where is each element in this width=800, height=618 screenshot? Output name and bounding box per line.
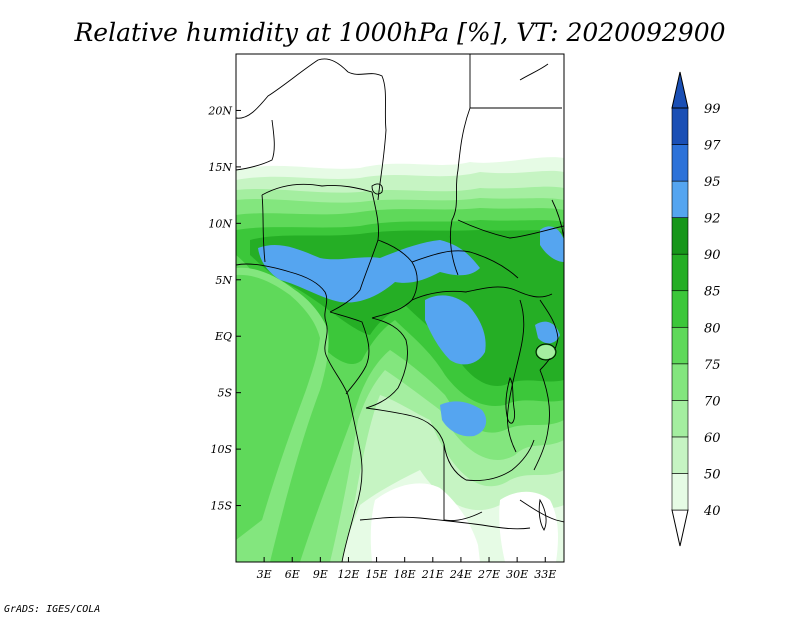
- lake-chad: [371, 183, 383, 195]
- longitude-ticks: 3E 6E 9E 12E 15E 18E 21E 24E 27E 30E 33E: [257, 557, 556, 581]
- border-ethiopia: [551, 199, 564, 239]
- colorbar-segment: [671, 436, 689, 474]
- humidity-band-95-east: [440, 401, 487, 437]
- figure-title: Relative humidity at 1000hPa [%], VT: 20…: [73, 18, 725, 47]
- colorbar-segment: [671, 326, 689, 365]
- lat-tick-label: 20N: [207, 104, 232, 117]
- border-car-south: [411, 286, 553, 301]
- border-drc-angola: [365, 407, 467, 481]
- colorbar-segment: [671, 253, 689, 292]
- humidity-band-95-east2: [540, 226, 564, 262]
- colorbar-over-triangle: [671, 71, 689, 109]
- border-tanzania: [533, 369, 551, 471]
- colorbar-label: 95: [704, 175, 721, 190]
- colorbar-segment: [671, 144, 689, 182]
- colorbar-segment: [671, 217, 689, 255]
- lon-tick-label: 9E: [313, 568, 328, 581]
- map-frame: [235, 53, 565, 563]
- humidity-band-95-north: [258, 240, 480, 303]
- humidity-band-40-southeast: [499, 491, 558, 562]
- colorbar-segment: [671, 363, 689, 401]
- colorbar-label: 97: [704, 139, 721, 154]
- lat-tick-label: 5S: [217, 387, 232, 400]
- lon-tick-label: 6E: [285, 568, 300, 581]
- humidity-band-40-south: [370, 483, 480, 562]
- country-borders: [236, 54, 564, 562]
- lat-tick-label: 5N: [215, 274, 232, 287]
- border-cameroon-car: [371, 239, 418, 319]
- border-chad-sudan: [449, 107, 471, 276]
- colorbar-label: 40: [703, 504, 721, 519]
- coastline-red-sea: [519, 63, 549, 81]
- humidity-band-95-east3: [535, 321, 560, 344]
- lake-tanganyika: [505, 376, 515, 424]
- colorbar: 40 50 60 70 75 80 85 90 92 95 97 99: [671, 71, 721, 547]
- lat-tick-label: 15S: [210, 500, 232, 513]
- colorbar-label: 92: [704, 212, 721, 227]
- border-angola-zambia: [443, 444, 483, 521]
- lat-tick-label: 10N: [208, 217, 232, 230]
- border-chad-car: [411, 250, 519, 279]
- border-nigeria-cameroon: [329, 191, 379, 313]
- colorbar-label: 80: [704, 321, 721, 336]
- lat-tick-label: 15N: [208, 161, 232, 174]
- lon-tick-label: 12E: [337, 568, 359, 581]
- lon-tick-label: 30E: [506, 568, 528, 581]
- border-drc-congo: [365, 317, 409, 409]
- humidity-band-95-congo: [425, 295, 486, 365]
- colorbar-segment: [671, 290, 689, 328]
- colorbar-label: 90: [704, 248, 721, 263]
- border-sudan-ss: [457, 219, 564, 239]
- colorbar-label: 60: [704, 431, 721, 446]
- lat-tick-label: EQ: [214, 330, 232, 343]
- coastline-west-africa: [236, 263, 363, 562]
- latitude-ticks: 20N 15N 10N 5N EQ 5S 10S 15S: [207, 104, 241, 513]
- colorbar-label: 50: [704, 467, 721, 482]
- lon-tick-label: 18E: [394, 568, 416, 581]
- lake-malawi: [538, 498, 547, 531]
- lon-tick-label: 15E: [366, 568, 388, 581]
- credit-label: GrADS: IGES/COLA: [4, 604, 100, 615]
- border-angola-namibia: [359, 516, 531, 530]
- colorbar-segment: [671, 400, 689, 438]
- lake-victoria-fill: [537, 345, 555, 359]
- lat-tick-label: 10S: [210, 443, 232, 456]
- colorbar-segment: [671, 473, 689, 511]
- humidity-ocean-85: [236, 274, 320, 540]
- map-plot-area: [236, 54, 564, 562]
- lake-victoria: [535, 343, 557, 361]
- border-algeria-niger: [236, 58, 349, 119]
- colorbar-label: 99: [704, 102, 721, 117]
- lon-tick-label: 24E: [449, 568, 472, 581]
- border-mozambique: [519, 499, 564, 523]
- colorbar-segment: [671, 107, 689, 145]
- lon-tick-label: 21E: [421, 568, 444, 581]
- border-drc-zambia: [465, 439, 535, 481]
- border-great-lakes: [507, 299, 525, 453]
- border-benin: [261, 194, 266, 263]
- humidity-field: [236, 157, 564, 562]
- border-nigeria-north: [261, 183, 373, 196]
- border-gabon-congo: [329, 311, 370, 395]
- colorbar-label: 70: [704, 394, 721, 409]
- border-uganda-kenya: [539, 299, 559, 371]
- colorbar-label: 85: [704, 285, 721, 300]
- lon-tick-label: 27E: [477, 568, 500, 581]
- lon-tick-label: 33E: [534, 568, 556, 581]
- lon-tick-label: 3E: [257, 568, 272, 581]
- border-mali-niger: [236, 119, 275, 171]
- border-niger-libya: [347, 71, 387, 201]
- colorbar-segment: [671, 180, 689, 218]
- colorbar-under-triangle: [671, 509, 689, 547]
- colorbar-label: 75: [704, 358, 721, 373]
